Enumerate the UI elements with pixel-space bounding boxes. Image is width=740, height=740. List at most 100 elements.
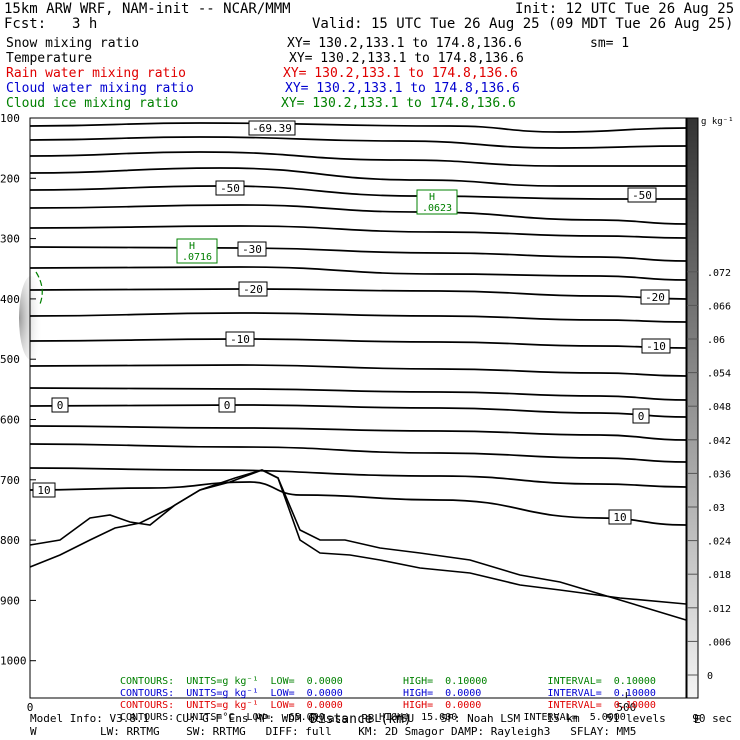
contours-low-value: -65.000: [282, 712, 325, 723]
contour-label-box: [215, 180, 245, 196]
contours-low-value: 0.0000: [306, 688, 343, 699]
y-axis: 100 200 300 400 500 600 700 800 900 1000: [0, 112, 36, 668]
y-tick-label: 900: [0, 594, 20, 607]
isotherm-line: [29, 364, 687, 377]
field-temp-xy: XY= 130.2,133.1 to 174.8,136.6: [289, 51, 524, 66]
contour-label-box: [225, 331, 255, 347]
contours-info-cloudwater: CONTOURS: UNITS=g kg⁻¹ LOW= 0.0000 HIGH=…: [120, 677, 656, 699]
isotherm-line: [29, 338, 687, 349]
y-tick-label: 100: [0, 112, 20, 125]
isotherm-line: [29, 136, 687, 149]
contours-high: HIGH=: [403, 688, 434, 699]
max-label: H: [429, 192, 435, 203]
field-snow-name: Snow mixing ratio: [6, 36, 140, 51]
x-axis-label: Distance (km): [310, 712, 412, 727]
contours-low-value: 0.0000: [306, 700, 343, 711]
contour-label-box: [248, 120, 296, 136]
contour-label-box: [632, 408, 650, 424]
snow-shading: [19, 276, 43, 360]
contours-units: UNITS=g kg⁻¹: [186, 700, 259, 711]
isotherm-line: [29, 151, 686, 167]
contours-high: HIGH=: [403, 676, 434, 687]
contours-low: LOW=: [270, 700, 295, 711]
contours-units: UNITS=g kg⁻¹: [186, 676, 259, 687]
valid-time: Valid: 15 UTC Tue 26 Aug 25 (09 MDT Tue …: [312, 16, 734, 32]
contours-low: LOW=: [270, 676, 295, 687]
contours-prefix: CONTOURS:: [120, 676, 175, 687]
contours-info-rain: CONTOURS: UNITS=g kg⁻¹ LOW= 0.0000 HIGH=…: [120, 689, 656, 711]
colorbar-tick-label: .042: [707, 436, 731, 447]
contour-label: 0: [57, 399, 64, 412]
max-value: .0716: [182, 252, 212, 263]
isotherm-line: [29, 387, 687, 401]
isotherm-line: [29, 122, 687, 133]
contours-interval: INTERVAL=: [547, 688, 602, 699]
colorbar-tick-label: .054: [707, 369, 731, 380]
x-axis: 0 500: [27, 692, 636, 714]
isotherm-line: [29, 312, 687, 323]
contours-high-value: 15.000: [421, 712, 458, 723]
contour-label-box: [32, 482, 56, 498]
contours-high-value: 0.0000: [445, 700, 482, 711]
contour-label: -10: [230, 333, 250, 346]
colorbar-units: g kg⁻¹: [701, 117, 734, 127]
isotherm-line: [29, 167, 686, 187]
isotherm-line: [29, 204, 687, 225]
field-cloudwater-xy: XY= 130.2,133.1 to 174.8,136.6: [285, 81, 520, 96]
field-temp-name: Temperature: [6, 51, 93, 66]
contour-label: 0: [224, 399, 231, 412]
contour-label: -69.39: [252, 122, 292, 135]
contour-label: -20: [645, 291, 665, 304]
contour-label: -50: [220, 182, 240, 195]
contours-info-ice: CONTOURS: UNITS=g kg⁻¹ LOW= 0.0000 HIGH=…: [120, 665, 656, 687]
contour-label: -30: [242, 243, 262, 256]
colorbar-ramp: [686, 117, 699, 699]
contours-interval: INTERVAL=: [547, 700, 602, 711]
contour-labels: -69.39 -50 -50 -30 -20 -20 -10 -10 0 0 0 10 10: [32, 120, 671, 525]
colorbar-tick-label: .06: [707, 335, 725, 346]
terrain-line: [29, 469, 687, 621]
contour-label: 10: [37, 484, 50, 497]
contour-label: -10: [646, 340, 666, 353]
contour-label: -50: [632, 189, 652, 202]
contour-label-box: [640, 289, 670, 305]
contours-high-value: 0.10000: [445, 676, 488, 687]
contour-label: 10: [613, 511, 626, 524]
y-tick-label: 300: [0, 233, 20, 246]
west-marker: W: [30, 725, 37, 738]
contours-interval: INTERVAL=: [547, 676, 602, 687]
isotherm-line: [29, 266, 687, 281]
field-snow-xy: XY= 130.2,133.1 to 174.8,136.6: [287, 36, 522, 51]
isotherm-line: [29, 185, 686, 200]
contours-low: LOW=: [270, 688, 295, 699]
x-tick-label: 0: [27, 701, 34, 714]
fcst-label: Fcst:: [4, 16, 47, 32]
contour-label-box: [238, 281, 268, 297]
init-time: Init: 12 UTC Tue 26 Aug 25: [515, 1, 735, 17]
contours-high-value: 0.0000: [445, 688, 482, 699]
contour-label-box: [641, 338, 671, 354]
y-tick-label: 600: [0, 414, 20, 427]
contours-high: HIGH=: [403, 700, 434, 711]
contours-interval: INTERVAL=: [523, 712, 578, 723]
footer-physics-info: LW: RRTMG SW: RRTMG DIFF: full KM: 2D Sm…: [100, 725, 637, 738]
max-label: H: [189, 241, 195, 252]
ice-contour: [35, 271, 43, 305]
temperature-contours: [29, 122, 687, 526]
isotherm-line: [29, 246, 687, 262]
colorbar-tick-label: .048: [707, 402, 731, 413]
isotherm-line: [29, 404, 687, 418]
contour-label-box: [51, 397, 69, 413]
terrain-line: [29, 469, 687, 605]
y-tick-label: 200: [0, 172, 20, 185]
y-tick-label: 500: [0, 353, 20, 366]
colorbar-tick-label: .012: [707, 604, 731, 615]
terrain: [29, 469, 687, 621]
contours-interval-value: 0.10000: [613, 700, 656, 711]
max-box: [416, 189, 458, 215]
contour-label-box: [627, 187, 657, 203]
isotherm-line: [29, 443, 687, 463]
contours-interval-value: 0.10000: [613, 688, 656, 699]
contours-low-value: 0.0000: [306, 676, 343, 687]
